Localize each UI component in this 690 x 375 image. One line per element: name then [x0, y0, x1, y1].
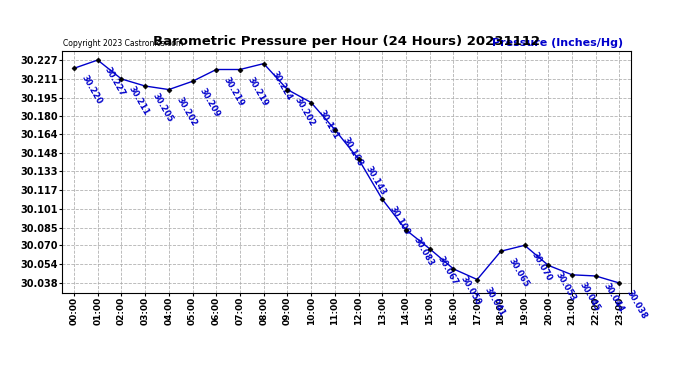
Text: 30.220: 30.220 — [79, 74, 104, 106]
Text: 30.083: 30.083 — [411, 236, 435, 268]
Text: 30.224: 30.224 — [269, 69, 293, 102]
Text: 30.041: 30.041 — [483, 285, 506, 318]
Text: 30.070: 30.070 — [530, 251, 554, 283]
Text: 30.209: 30.209 — [198, 87, 222, 119]
Text: 30.109: 30.109 — [388, 205, 412, 237]
Text: Copyright 2023 Castronics.com: Copyright 2023 Castronics.com — [63, 39, 184, 48]
Text: 30.045: 30.045 — [578, 280, 602, 313]
Text: 30.227: 30.227 — [104, 66, 127, 98]
Text: 30.065: 30.065 — [506, 257, 531, 289]
Text: Pressure (Inches/Hg): Pressure (Inches/Hg) — [492, 38, 623, 48]
Text: 30.143: 30.143 — [364, 165, 388, 197]
Text: 30.191: 30.191 — [317, 108, 341, 141]
Text: 30.168: 30.168 — [340, 135, 364, 168]
Text: 30.050: 30.050 — [459, 274, 483, 307]
Title: Barometric Pressure per Hour (24 Hours) 20231112: Barometric Pressure per Hour (24 Hours) … — [153, 35, 540, 48]
Text: 30.067: 30.067 — [435, 254, 459, 287]
Text: 30.044: 30.044 — [601, 282, 625, 314]
Text: 30.205: 30.205 — [150, 92, 175, 124]
Text: 30.219: 30.219 — [246, 75, 270, 108]
Text: 30.038: 30.038 — [625, 289, 649, 321]
Text: 30.211: 30.211 — [127, 84, 151, 117]
Text: 30.202: 30.202 — [293, 95, 317, 128]
Text: 30.053: 30.053 — [554, 271, 578, 303]
Text: 30.219: 30.219 — [221, 75, 246, 108]
Text: 30.202: 30.202 — [175, 95, 198, 128]
